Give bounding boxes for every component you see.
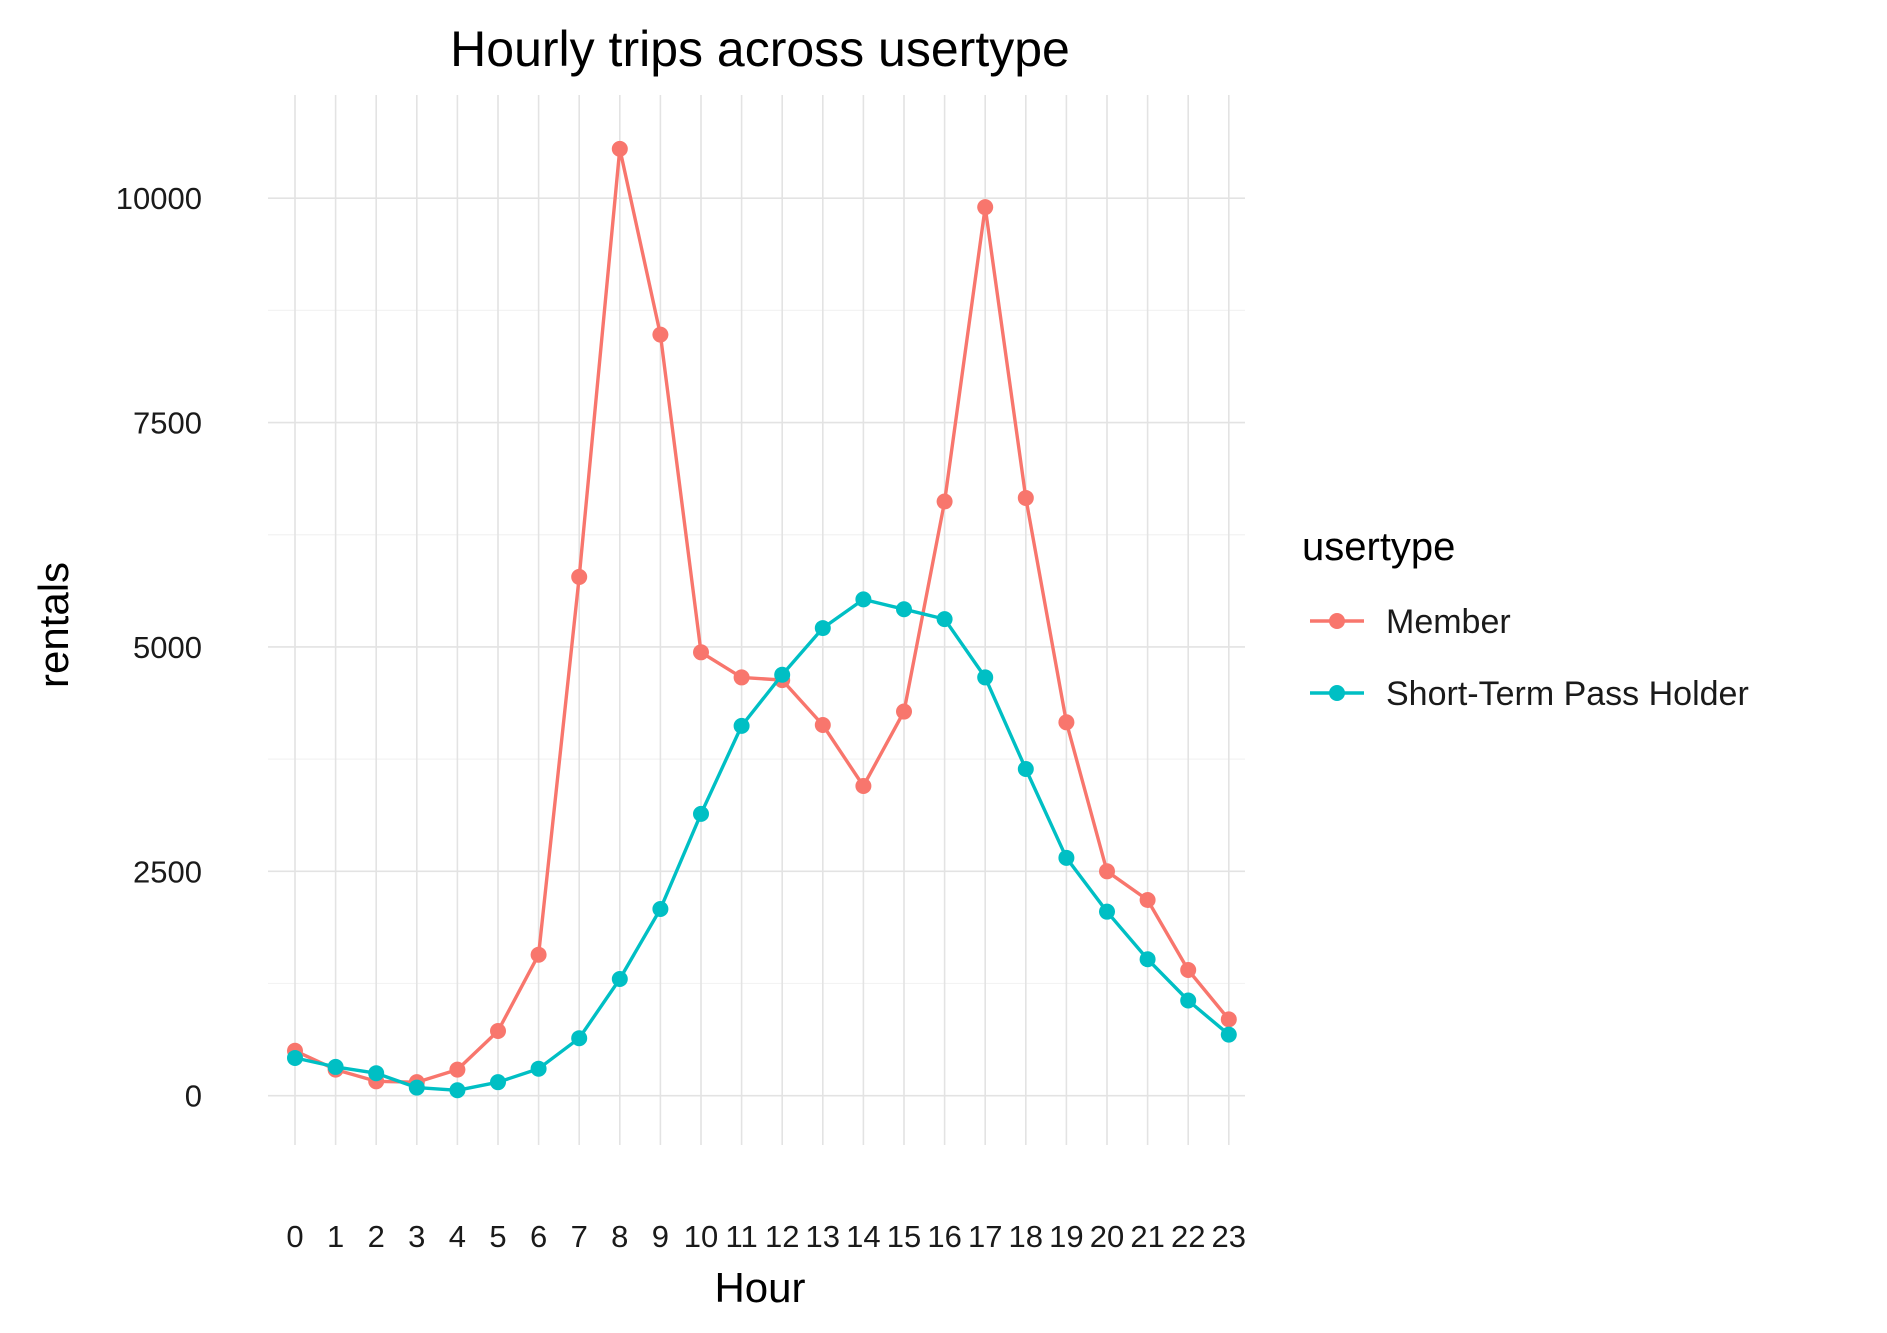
data-point — [814, 620, 831, 637]
x-tick-label: 20 — [1090, 1219, 1124, 1254]
data-point — [1180, 962, 1197, 978]
legend-key-point — [1329, 613, 1345, 629]
data-point — [1180, 992, 1197, 1009]
x-tick-label: 12 — [765, 1219, 799, 1254]
series-lines — [287, 140, 1237, 1099]
data-point — [449, 1061, 466, 1078]
data-point — [652, 326, 669, 343]
y-axis-ticks: 0 2500 5000 7500 10000 — [116, 181, 202, 1113]
data-point — [408, 1079, 425, 1096]
x-axis-title: Hour — [714, 1264, 805, 1311]
data-point — [896, 703, 912, 720]
data-point — [1099, 903, 1115, 920]
y-tick-label: 0 — [185, 1079, 202, 1114]
grid — [268, 95, 1245, 1145]
data-point — [977, 669, 994, 686]
data-point — [530, 946, 547, 963]
data-point — [571, 568, 588, 585]
x-tick-label: 13 — [806, 1219, 840, 1254]
legend-items: Member Short-Term Pass Holder — [1310, 603, 1749, 713]
y-axis-title: rentals — [30, 562, 77, 688]
data-point — [1017, 489, 1034, 506]
legend-item: Short-Term Pass Holder — [1310, 675, 1749, 713]
data-point — [733, 717, 750, 734]
data-point — [814, 717, 831, 733]
x-tick-label: 4 — [449, 1219, 466, 1254]
data-point — [1139, 951, 1156, 968]
x-tick-label: 18 — [1009, 1219, 1043, 1254]
data-point — [368, 1065, 385, 1082]
data-point — [1017, 760, 1034, 777]
data-point — [977, 199, 994, 216]
data-point — [896, 601, 912, 618]
data-point — [287, 1049, 303, 1066]
data-point — [611, 140, 628, 157]
data-point — [652, 900, 669, 917]
legend-label: Member — [1386, 603, 1511, 641]
x-axis-ticks: 0 1 2 3 4 5 6 7 8 9 10 11 12 13 14 15 16 17 18 19 20 21 22 23 — [286, 1219, 1246, 1254]
data-point — [1099, 863, 1115, 880]
data-point — [490, 1023, 506, 1040]
data-point — [733, 669, 750, 686]
x-tick-label: 5 — [489, 1219, 506, 1254]
x-tick-label: 17 — [968, 1219, 1002, 1254]
y-tick-label: 5000 — [133, 630, 202, 665]
x-tick-label: 2 — [368, 1219, 385, 1254]
data-point — [490, 1074, 506, 1091]
x-tick-label: 10 — [684, 1219, 718, 1254]
x-tick-label: 1 — [327, 1219, 344, 1254]
data-point — [571, 1030, 588, 1047]
x-tick-label: 0 — [286, 1219, 303, 1254]
data-point — [774, 666, 791, 683]
data-point — [693, 644, 709, 661]
x-tick-label: 7 — [571, 1219, 588, 1254]
data-point — [611, 970, 628, 987]
chart-title: Hourly trips across usertype — [450, 21, 1070, 77]
data-point — [530, 1060, 547, 1077]
data-point — [1058, 714, 1075, 731]
data-point — [855, 778, 872, 795]
y-tick-label: 7500 — [133, 406, 202, 441]
series-line — [294, 597, 1230, 1093]
y-tick-label: 10000 — [116, 181, 202, 216]
data-point — [449, 1082, 466, 1099]
y-tick-label: 2500 — [133, 854, 202, 889]
x-tick-label: 19 — [1049, 1219, 1083, 1254]
data-point — [855, 591, 872, 608]
series-line — [294, 147, 1231, 1084]
legend-key-point — [1329, 685, 1345, 701]
data-point — [327, 1058, 344, 1075]
series-short-term-pass-holder — [287, 591, 1237, 1099]
data-point — [1220, 1011, 1237, 1028]
data-point — [1139, 892, 1156, 908]
data-point — [1058, 849, 1075, 866]
x-tick-label: 11 — [726, 1219, 758, 1254]
x-tick-label: 9 — [652, 1219, 669, 1254]
x-tick-label: 15 — [887, 1219, 921, 1254]
legend-title: usertype — [1302, 525, 1455, 569]
legend-label: Short-Term Pass Holder — [1386, 675, 1749, 713]
data-point — [693, 805, 709, 822]
x-tick-label: 22 — [1171, 1219, 1205, 1254]
data-point — [936, 611, 953, 628]
series-member — [287, 140, 1237, 1091]
data-point — [936, 493, 953, 510]
x-tick-label: 14 — [846, 1219, 880, 1254]
data-point — [1220, 1026, 1237, 1043]
x-tick-label: 16 — [927, 1219, 961, 1254]
x-tick-label: 8 — [611, 1219, 628, 1254]
x-tick-label: 21 — [1130, 1219, 1164, 1254]
x-tick-label: 6 — [530, 1219, 547, 1254]
x-tick-label: 23 — [1212, 1219, 1246, 1254]
legend-item: Member — [1310, 603, 1511, 641]
x-tick-label: 3 — [408, 1219, 425, 1254]
legend: usertype Member Short-Term Pass Holder — [1302, 525, 1749, 713]
